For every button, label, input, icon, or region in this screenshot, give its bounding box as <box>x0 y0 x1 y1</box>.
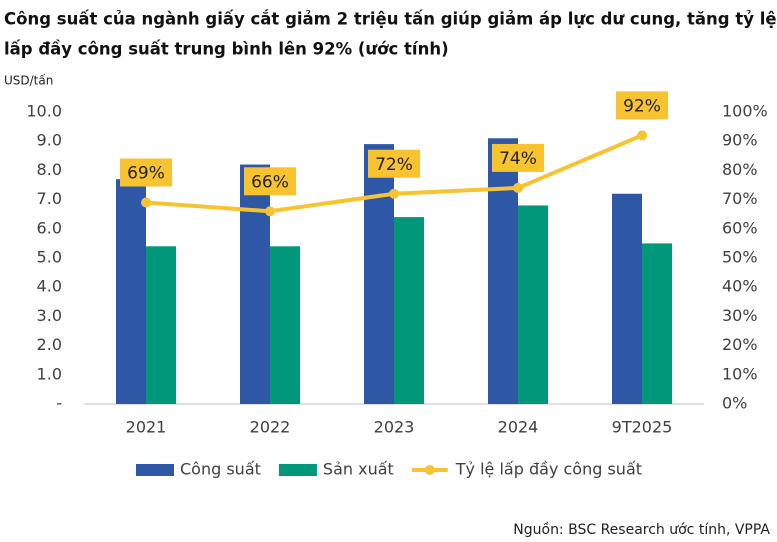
x-tick-label: 2023 <box>374 418 415 437</box>
data-label-box <box>616 91 668 120</box>
bar <box>612 193 642 404</box>
y-axis-label: USD/tấn <box>4 74 53 88</box>
bar <box>270 246 300 404</box>
data-label: 69% <box>127 164 165 184</box>
line-point <box>637 130 647 141</box>
x-tick-label: 9T2025 <box>612 418 673 437</box>
y2-tick-label: 40% <box>722 277 758 296</box>
data-label: 74% <box>499 149 537 169</box>
y-tick-label: 7.0 <box>37 189 62 208</box>
y2-tick-label: 100% <box>722 102 768 121</box>
y2-tick-label: 60% <box>722 218 758 237</box>
y2-tick-label: 70% <box>722 189 758 208</box>
y2-tick-label: 20% <box>722 335 758 354</box>
y-tick-label: 4.0 <box>37 277 62 296</box>
line-point <box>141 197 151 208</box>
y2-tick-label: 90% <box>722 131 758 150</box>
chart-title: Công suất của ngành giấy cắt giảm 2 triệ… <box>4 10 777 29</box>
y-tick-label: 3.0 <box>37 306 62 325</box>
bar <box>642 243 672 404</box>
y2-tick-label: 10% <box>722 364 758 383</box>
bar <box>240 164 270 404</box>
legend-swatch <box>424 465 435 475</box>
data-label: 72% <box>375 155 413 175</box>
y-tick-label: 10.0 <box>26 102 62 121</box>
data-label-box <box>244 167 296 196</box>
source: Nguồn: BSC Research ước tính, VPPA <box>513 521 770 538</box>
y-tick-label: 5.0 <box>37 248 62 267</box>
line-point <box>513 182 523 193</box>
legend-label: Sản xuất <box>323 460 394 479</box>
x-tick-label: 2022 <box>250 418 291 437</box>
y-tick-label: 8.0 <box>37 160 62 179</box>
y2-tick-label: 80% <box>722 160 758 179</box>
y-tick-label: 9.0 <box>37 131 62 150</box>
bar <box>364 144 394 404</box>
bar <box>394 217 424 404</box>
y-tick-label: 2.0 <box>37 335 62 354</box>
y-tick-label: - <box>56 394 62 413</box>
line-point <box>389 188 399 199</box>
bar <box>146 246 176 404</box>
data-label-box <box>492 143 544 172</box>
legend-label: Tỷ lệ lấp đầy công suất <box>455 460 642 479</box>
bar <box>518 205 548 404</box>
data-label-box <box>120 158 172 187</box>
y2-tick-label: 30% <box>722 306 758 325</box>
bar <box>116 179 146 404</box>
data-label-box <box>368 149 420 178</box>
y2-tick-label: 0% <box>722 394 747 413</box>
x-tick-label: 2024 <box>498 418 539 437</box>
x-tick-label: 2021 <box>126 418 167 437</box>
legend-label: Công suất <box>180 460 261 479</box>
y-tick-label: 6.0 <box>37 218 62 237</box>
bar <box>488 138 518 404</box>
y2-tick-label: 50% <box>722 248 758 267</box>
chart-title: lấp đầy công suất trung bình lên 92% (ướ… <box>4 40 449 59</box>
legend-swatch <box>136 464 174 476</box>
data-label: 66% <box>251 172 289 192</box>
data-label: 92% <box>623 96 661 116</box>
y-tick-label: 1.0 <box>37 364 62 383</box>
legend-swatch <box>278 464 317 476</box>
line-point <box>265 206 275 217</box>
